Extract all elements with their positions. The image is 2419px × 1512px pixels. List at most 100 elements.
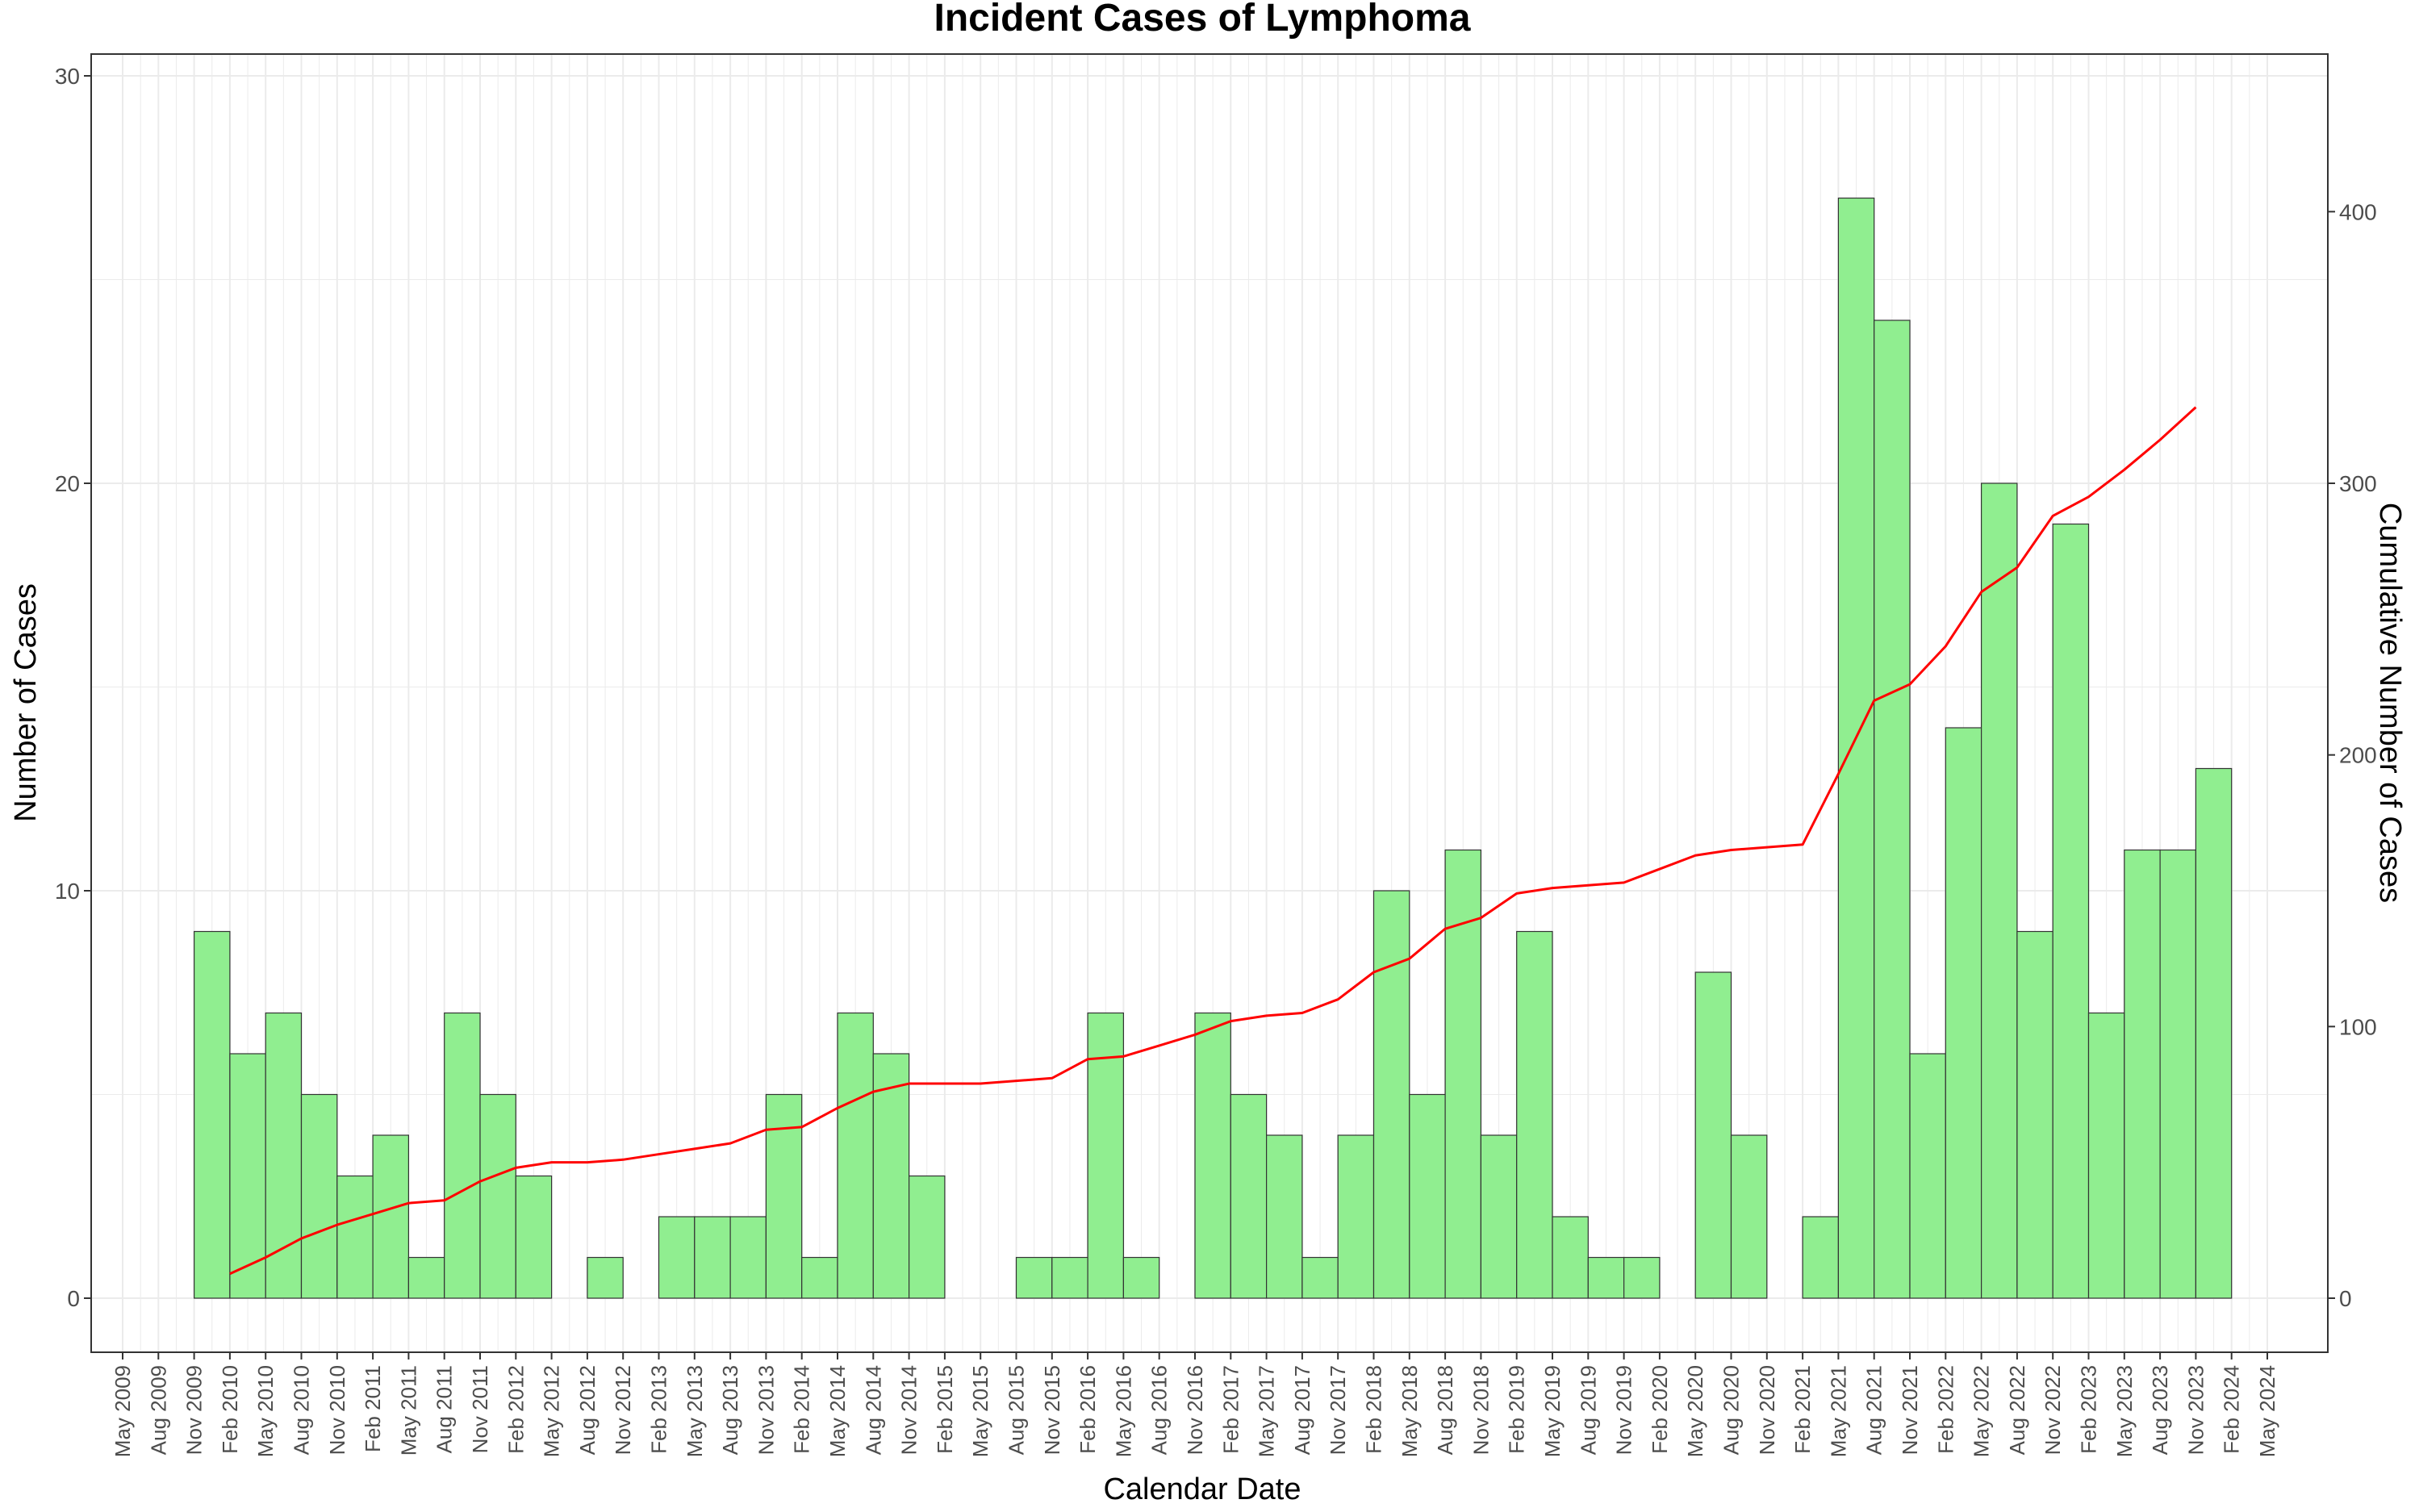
bar: [837, 1012, 874, 1299]
x-tick-label: Aug 2021: [1862, 1365, 1886, 1455]
bar: [2052, 523, 2090, 1299]
bar: [1409, 1093, 1446, 1299]
x-tick-label: Feb 2021: [1790, 1365, 1815, 1454]
x-tick-label: Feb 2023: [2077, 1365, 2101, 1454]
x-tick-label: Feb 2010: [218, 1365, 242, 1454]
bar: [1337, 1134, 1375, 1299]
x-tick-label: Aug 2016: [1147, 1365, 1172, 1455]
bar: [872, 1053, 910, 1299]
x-tick-label: Nov 2010: [325, 1365, 349, 1455]
y2-tick-label: 100: [2339, 1014, 2377, 1039]
x-tick-label: May 2009: [111, 1365, 135, 1457]
x-tick-label: May 2014: [825, 1365, 850, 1457]
x-tick-label: Nov 2020: [1755, 1365, 1779, 1455]
y-tick-label: 10: [55, 879, 80, 904]
bar: [444, 1012, 481, 1299]
bar: [1372, 890, 1410, 1299]
x-axis-title: Calendar Date: [1103, 1472, 1301, 1506]
y2-tick-label: 0: [2339, 1286, 2352, 1311]
bar: [2159, 849, 2197, 1299]
x-axis: May 2009 Aug 2009 Nov 2009 Feb 2010 May 2010…: [111, 1352, 2279, 1457]
x-tick-label: Nov 2011: [468, 1365, 492, 1453]
line-layer: [229, 406, 2197, 1276]
bar: [1552, 1216, 1589, 1299]
x-tick-label: Nov 2015: [1040, 1365, 1064, 1455]
x-tick-label: Feb 2013: [647, 1365, 671, 1454]
bar: [1480, 1134, 1518, 1299]
x-tick-label: Nov 2009: [182, 1365, 207, 1455]
x-tick-label: May 2013: [683, 1365, 707, 1457]
bar: [229, 1053, 266, 1299]
x-tick-label: Nov 2022: [2041, 1365, 2065, 1455]
x-tick-label: May 2019: [1540, 1365, 1565, 1457]
bar: [1087, 1012, 1124, 1299]
bar: [2087, 1012, 2125, 1299]
y2-tick-label: 300: [2339, 471, 2377, 496]
bar: [479, 1093, 516, 1299]
x-tick-label: Nov 2021: [1898, 1365, 1922, 1455]
x-tick-label: Nov 2018: [1469, 1365, 1493, 1455]
x-tick-label: Aug 2011: [432, 1365, 457, 1453]
bar: [515, 1175, 553, 1299]
x-tick-label: Feb 2014: [790, 1365, 814, 1454]
x-tick-label: Aug 2012: [575, 1365, 600, 1455]
x-tick-label: Nov 2016: [1183, 1365, 1207, 1455]
bar: [587, 1256, 624, 1299]
bar: [658, 1216, 696, 1299]
bar: [2016, 930, 2053, 1299]
bar: [1230, 1093, 1268, 1299]
x-tick-label: May 2011: [396, 1365, 420, 1456]
y-tick-label: 30: [55, 64, 80, 89]
x-tick-label: Aug 2009: [146, 1365, 170, 1455]
bar: [1802, 1216, 1840, 1299]
x-tick-label: Aug 2015: [1005, 1365, 1029, 1455]
bar: [1587, 1256, 1625, 1299]
y2-axis-title: Cumulative Number of Cases: [2373, 503, 2407, 903]
x-tick-label: Aug 2023: [2148, 1365, 2172, 1455]
bar: [1122, 1256, 1160, 1299]
x-tick-label: May 2023: [2112, 1365, 2137, 1457]
bar: [729, 1216, 767, 1299]
bar: [1015, 1256, 1053, 1299]
bar: [765, 1093, 803, 1299]
x-tick-label: Nov 2017: [1326, 1365, 1350, 1455]
x-tick-label: Aug 2018: [1433, 1365, 1457, 1455]
x-tick-label: May 2015: [968, 1365, 992, 1457]
bar: [1909, 1053, 1946, 1299]
x-tick-label: Feb 2016: [1076, 1365, 1100, 1454]
bar: [2124, 849, 2161, 1299]
x-tick-label: Nov 2013: [754, 1365, 778, 1455]
bar: [694, 1216, 731, 1299]
x-tick-label: Feb 2012: [503, 1365, 528, 1454]
x-tick-label: Aug 2020: [1719, 1365, 1744, 1455]
x-tick-label: Aug 2022: [2005, 1365, 2029, 1455]
x-tick-label: Aug 2017: [1290, 1365, 1314, 1455]
plot-panel-border: [90, 53, 2329, 1353]
x-tick-label: Aug 2010: [290, 1365, 314, 1455]
bar: [1265, 1134, 1303, 1299]
bar: [1981, 482, 2018, 1299]
bar: [1730, 1134, 1768, 1299]
y-axis-title: Number of Cases: [9, 583, 43, 822]
x-tick-label: May 2016: [1111, 1365, 1135, 1457]
bar: [1874, 320, 1911, 1299]
x-tick-label: May 2022: [1970, 1365, 1994, 1457]
x-tick-label: May 2024: [2255, 1365, 2279, 1457]
x-tick-label: Nov 2012: [611, 1365, 635, 1455]
bar: [336, 1175, 374, 1299]
bar: [1694, 971, 1732, 1299]
x-tick-label: Aug 2014: [861, 1365, 885, 1455]
x-tick-label: Feb 2015: [933, 1365, 957, 1454]
y2-tick-label: 200: [2339, 743, 2377, 768]
bar: [1301, 1256, 1339, 1299]
x-tick-label: May 2010: [253, 1365, 278, 1457]
x-tick-label: Aug 2019: [1576, 1365, 1600, 1455]
bar: [194, 930, 231, 1299]
bar: [300, 1093, 338, 1299]
bar: [908, 1175, 946, 1299]
y-axis-left: 0 10 20 30: [55, 64, 91, 1311]
x-tick-label: Nov 2023: [2183, 1365, 2208, 1455]
cumulative-line: [229, 406, 2197, 1276]
